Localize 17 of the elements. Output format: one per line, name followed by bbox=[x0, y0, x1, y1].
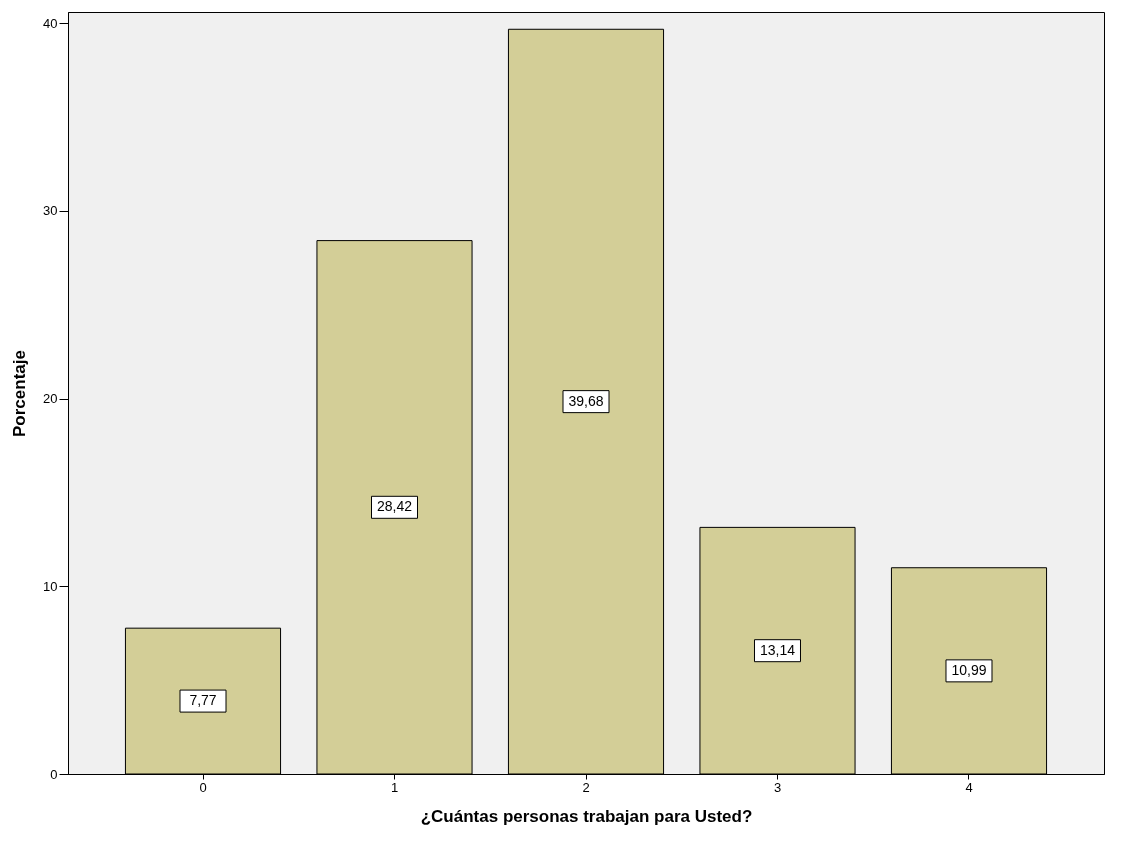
x-tick-label: 1 bbox=[390, 779, 399, 795]
data-label: 39,68 bbox=[568, 392, 604, 409]
y-tick-label: 10 bbox=[43, 578, 58, 594]
x-tick-label: 3 bbox=[773, 779, 782, 795]
x-tick-label: 4 bbox=[965, 779, 973, 795]
x-tick-label: 2 bbox=[582, 779, 590, 795]
y-tick-label: 20 bbox=[43, 391, 58, 407]
y-axis-title: Porcentaje bbox=[10, 350, 30, 437]
x-tick-label: 0 bbox=[199, 779, 207, 795]
data-label: 13,14 bbox=[759, 641, 796, 658]
x-axis-title: ¿Cuántas personas trabajan para Usted? bbox=[420, 806, 753, 826]
y-tick-label: 0 bbox=[50, 766, 58, 782]
data-label: 7,77 bbox=[189, 692, 217, 709]
data-label: 10,99 bbox=[951, 661, 987, 678]
data-label: 28,42 bbox=[376, 498, 413, 515]
y-tick-label: 30 bbox=[43, 203, 58, 219]
y-tick-label: 40 bbox=[43, 15, 58, 31]
